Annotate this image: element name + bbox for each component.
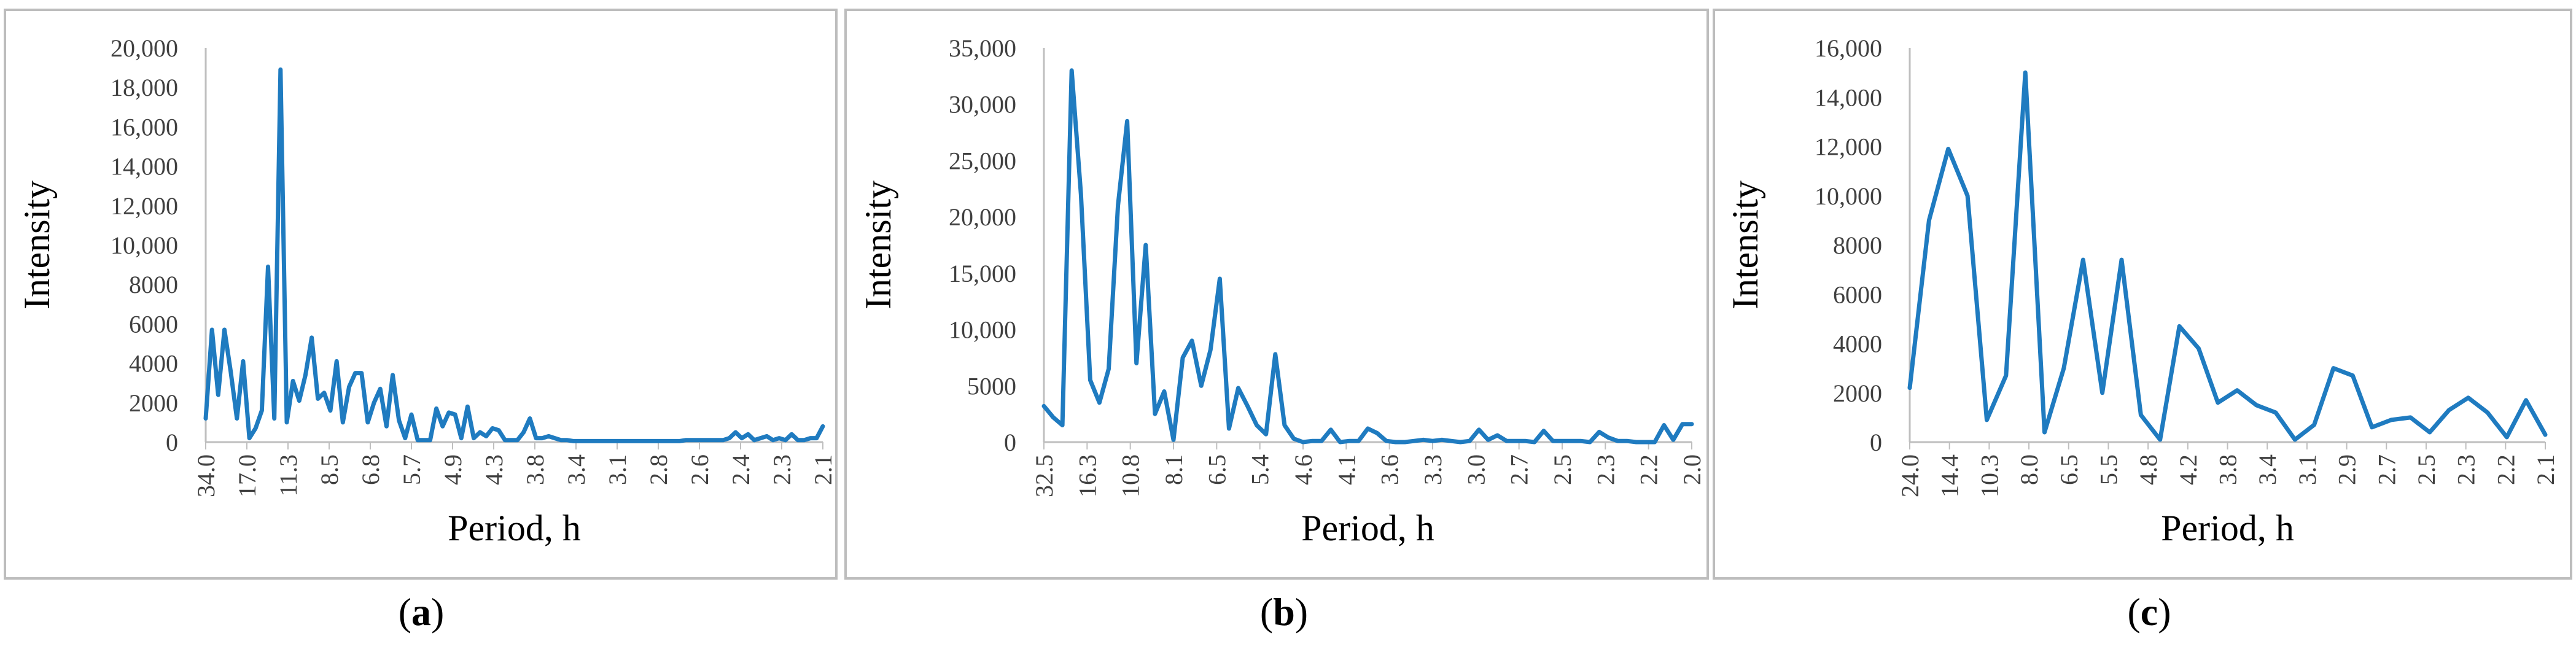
series-line-c: [1907, 70, 2548, 442]
series-line-a: [203, 67, 825, 443]
y-tick-label-a: 18,000: [111, 74, 178, 101]
x-tick-label-a: 6.8: [357, 454, 384, 485]
x-tick-label-c: 3.4: [2254, 454, 2281, 485]
y-tick-label-b: 35,000: [949, 34, 1016, 62]
x-tick-label-b: 3.0: [1462, 454, 1490, 485]
y-axis-title-b: Intensity: [858, 181, 898, 309]
x-tick-label-c: 4.8: [2134, 454, 2162, 485]
x-tick-label-c: 3.1: [2294, 454, 2321, 485]
y-tick-label-c: 0: [1870, 429, 1882, 456]
x-tick-label-b: 32.5: [1030, 454, 1058, 497]
x-tick-label-b: 10.8: [1117, 454, 1145, 497]
x-tick-label-a: 4.9: [439, 454, 467, 485]
y-tick-label-a: 16,000: [111, 113, 178, 141]
y-tick-label-c: 8000: [1833, 231, 1882, 259]
y-tick-label-a: 8000: [129, 271, 178, 298]
caption-c: (c): [2127, 590, 2171, 634]
x-tick-label-b: 2.7: [1506, 454, 1533, 485]
caption-b: (b): [1259, 590, 1309, 634]
y-tick-label-c: 2000: [1833, 379, 1882, 407]
x-tick-label-c: 2.5: [2413, 454, 2440, 485]
x-axis-title-b: Period, h: [1301, 508, 1434, 548]
x-tick-label-c: 14.4: [1936, 454, 1964, 497]
x-tick-label-a: 34.0: [192, 454, 220, 497]
chart-panel-b: [844, 9, 1709, 580]
x-tick-label-b: 16.3: [1073, 454, 1101, 497]
x-tick-label-a: 3.1: [604, 454, 631, 485]
x-tick-label-a: 2.1: [809, 454, 837, 485]
x-tick-label-c: 2.7: [2373, 454, 2400, 485]
y-tick-label-a: 6000: [129, 310, 178, 338]
y-tick-label-a: 20,000: [111, 34, 178, 62]
y-axis-title-a: Intensity: [17, 181, 57, 309]
y-tick-label-a: 2000: [129, 389, 178, 417]
x-tick-label-a: 2.3: [768, 454, 796, 485]
x-tick-label-a: 3.8: [521, 454, 549, 485]
x-tick-label-c: 4.2: [2174, 454, 2202, 485]
series-line-b: [1041, 68, 1694, 445]
x-tick-label-a: 2.4: [727, 454, 755, 485]
x-axis-title-c: Period, h: [2161, 508, 2294, 548]
y-tick-label-c: 10,000: [1815, 182, 1882, 210]
x-tick-label-a: 2.6: [686, 454, 714, 485]
x-tick-label-a: 4.3: [480, 454, 508, 485]
x-tick-label-c: 2.3: [2453, 454, 2480, 485]
caption-a: (a): [398, 590, 445, 634]
x-tick-label-b: 2.3: [1592, 454, 1619, 485]
y-axis-title-c: Intensity: [1725, 181, 1765, 309]
x-tick-label-c: 2.2: [2492, 454, 2520, 485]
x-tick-label-c: 8.0: [2015, 454, 2043, 485]
y-tick-label-b: 0: [1004, 429, 1016, 456]
x-tick-label-b: 2.5: [1549, 454, 1576, 485]
x-tick-label-b: 2.0: [1678, 454, 1706, 485]
y-tick-label-c: 4000: [1833, 330, 1882, 358]
x-tick-label-a: 5.7: [398, 454, 426, 485]
y-tick-label-c: 14,000: [1815, 84, 1882, 111]
y-tick-label-b: 15,000: [949, 260, 1016, 287]
x-tick-label-a: 11.3: [274, 454, 302, 497]
y-tick-label-a: 12,000: [111, 192, 178, 220]
x-axis-title-a: Period, h: [448, 508, 581, 548]
y-tick-label-b: 25,000: [949, 147, 1016, 174]
x-tick-label-c: 5.5: [2095, 454, 2122, 485]
x-tick-label-c: 6.5: [2055, 454, 2083, 485]
y-tick-label-a: 0: [166, 429, 178, 456]
x-tick-label-b: 8.1: [1160, 454, 1188, 485]
y-tick-label-a: 14,000: [111, 153, 178, 181]
x-tick-label-a: 2.8: [645, 454, 672, 485]
y-tick-label-a: 4000: [129, 350, 178, 378]
y-tick-label-b: 30,000: [949, 91, 1016, 119]
x-tick-label-b: 3.6: [1376, 454, 1404, 485]
x-tick-label-c: 24.0: [1896, 454, 1924, 497]
y-tick-label-c: 6000: [1833, 281, 1882, 308]
y-tick-label-a: 10,000: [111, 231, 178, 259]
x-tick-label-b: 3.3: [1419, 454, 1447, 485]
x-tick-label-c: 3.8: [2214, 454, 2242, 485]
y-tick-label-b: 20,000: [949, 203, 1016, 231]
y-tick-label-b: 5000: [967, 372, 1016, 400]
chart-panel-a: [4, 9, 838, 580]
x-tick-label-b: 2.2: [1635, 454, 1663, 485]
x-tick-label-b: 6.5: [1203, 454, 1231, 485]
x-tick-label-a: 17.0: [233, 454, 261, 497]
x-tick-label-a: 3.4: [562, 454, 590, 485]
chart-panel-c: [1713, 9, 2572, 580]
x-tick-label-b: 4.1: [1333, 454, 1360, 485]
y-tick-label-c: 12,000: [1815, 133, 1882, 161]
x-tick-label-b: 5.4: [1247, 454, 1274, 485]
y-tick-label-b: 10,000: [949, 316, 1016, 344]
x-tick-label-c: 2.1: [2532, 454, 2559, 485]
x-tick-label-b: 4.6: [1290, 454, 1317, 485]
x-tick-label-a: 8.5: [316, 454, 343, 485]
x-tick-label-c: 2.9: [2333, 454, 2361, 485]
y-tick-label-c: 16,000: [1815, 34, 1882, 62]
x-tick-label-c: 10.3: [1975, 454, 2003, 497]
